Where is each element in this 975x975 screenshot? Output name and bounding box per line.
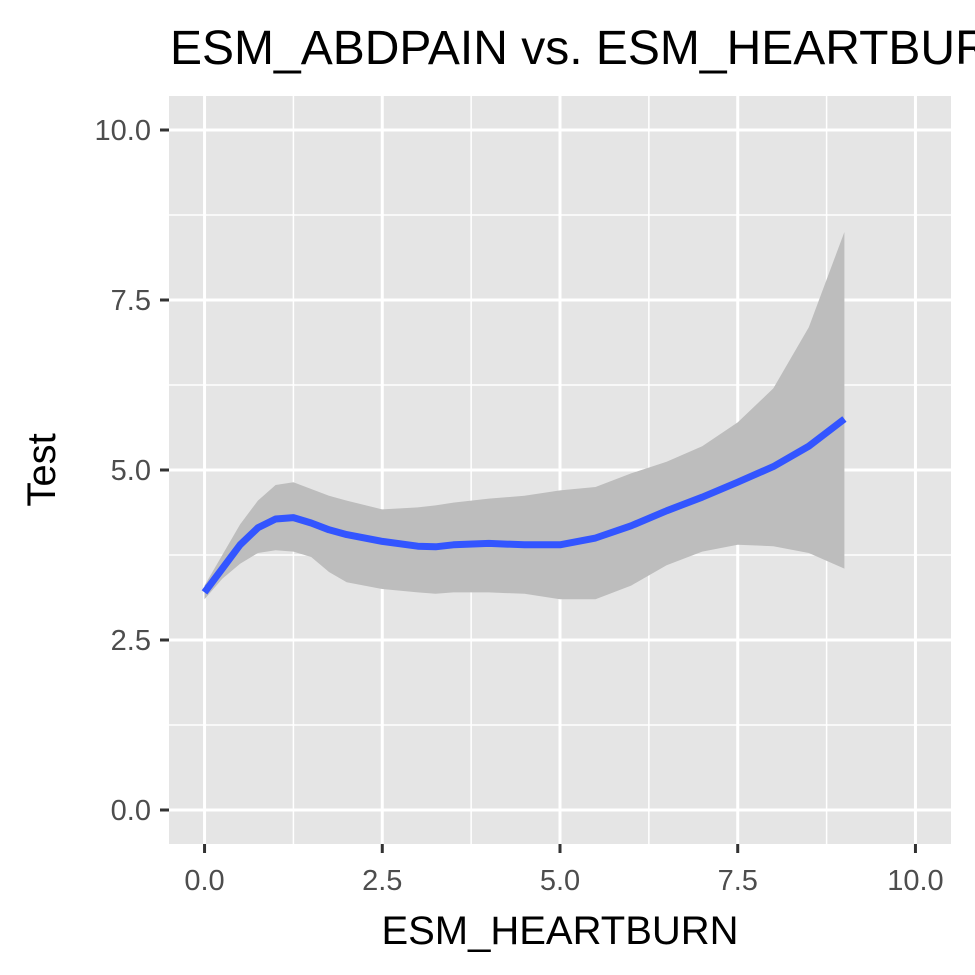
y-tick-label: 7.5: [111, 285, 151, 317]
x-tick-label: 2.5: [362, 865, 402, 897]
y-tick-label: 0.0: [111, 795, 151, 827]
y-tick-label: 5.0: [111, 455, 151, 487]
y-tick-label: 2.5: [111, 625, 151, 657]
x-tick-label: 10.0: [887, 865, 943, 897]
y-axis-ticks: 0.0 2.5 5.0 7.5 10.0: [95, 115, 169, 827]
y-tick-label: 10.0: [95, 115, 151, 147]
chart-title: ESM_ABDPAIN vs. ESM_HEARTBURN: [170, 22, 975, 75]
x-axis-title: ESM_HEARTBURN: [381, 909, 738, 953]
y-axis-title: Test: [20, 433, 64, 506]
smooth-line: [201, 416, 847, 595]
x-tick-label: 0.0: [184, 865, 224, 897]
major-gridlines: [169, 96, 951, 844]
x-tick-label: 7.5: [718, 865, 758, 897]
smooth-line-layer: [201, 416, 847, 595]
x-axis-ticks: 0.0 2.5 5.0 7.5 10.0: [184, 844, 944, 897]
x-tick-label: 5.0: [540, 865, 580, 897]
